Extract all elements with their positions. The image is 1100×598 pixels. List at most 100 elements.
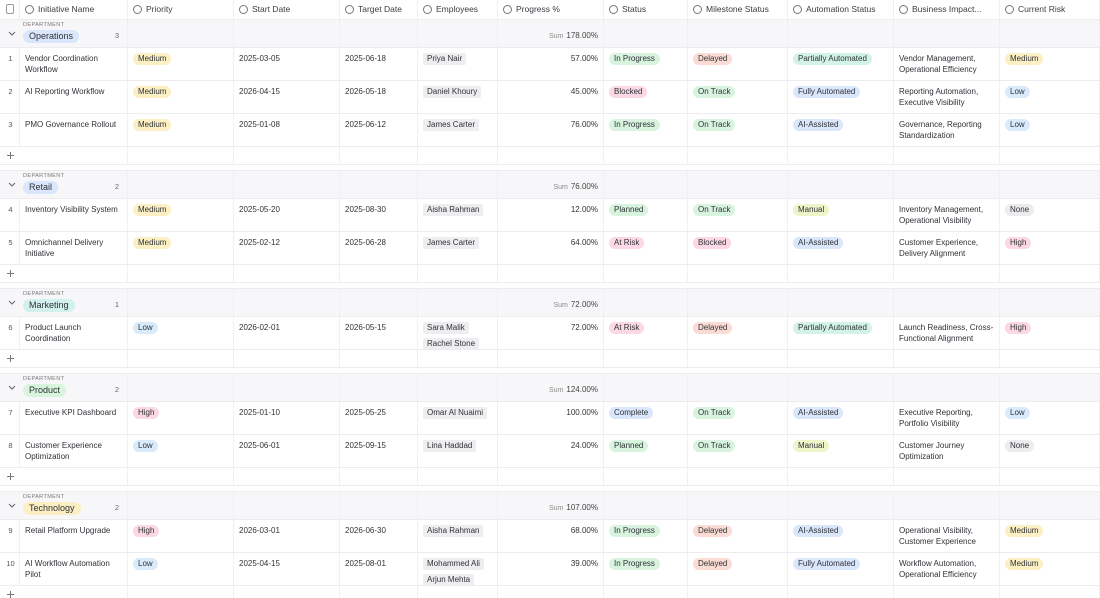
column-title[interactable]: Start Date — [252, 4, 291, 14]
plus-icon[interactable] — [6, 151, 15, 160]
field-cell: Blocked — [688, 232, 788, 264]
data-row: 1 Vendor Coordination Workflow Medium 2025-… — [0, 48, 1100, 81]
plus-icon[interactable] — [6, 472, 15, 481]
field-cell: Vendor Management, Operational Efficienc… — [894, 48, 1000, 80]
column-title[interactable]: Business Impact... — [912, 4, 982, 14]
empty-cell — [128, 147, 234, 164]
empty-cell — [128, 265, 234, 282]
add-row[interactable] — [0, 147, 1100, 165]
group-sum: Sum 76.00% — [498, 171, 604, 198]
column-title[interactable]: Current Risk — [1018, 4, 1066, 14]
status-tag: In Progress — [609, 525, 660, 537]
group-sum: Sum 124.00% — [498, 374, 604, 401]
column-icon — [239, 5, 248, 14]
field-cell: Priya Nair — [418, 48, 498, 80]
empty-cell — [234, 468, 340, 485]
status-tag: Delayed — [693, 53, 733, 65]
column-title[interactable]: Initiative Name — [38, 4, 95, 14]
status-tag: Fully Automated — [793, 86, 861, 98]
cell-text: 2026-05-15 — [345, 323, 386, 332]
data-row: 6 Product Launch Coordination Low 2026-02-0… — [0, 317, 1100, 350]
add-row[interactable] — [0, 350, 1100, 368]
group-cell — [234, 492, 340, 519]
add-row[interactable] — [0, 586, 1100, 598]
empty-cell — [234, 350, 340, 367]
status-tag: Complete — [609, 407, 654, 419]
data-row: 5 Omnichannel Delivery Initiative Medium 20… — [0, 232, 1100, 265]
group-gap — [0, 486, 1100, 492]
field-cell: Manual — [788, 199, 894, 231]
column-title[interactable]: Progress % — [516, 4, 560, 14]
column-header: Business Impact... — [894, 0, 1000, 19]
column-header: Initiative Name — [20, 0, 128, 19]
initiative-name: Inventory Visibility System — [25, 205, 118, 214]
column-header: Priority — [128, 0, 234, 19]
field-cell: Fully Automated — [788, 81, 894, 113]
empty-cell — [418, 586, 498, 598]
group-cell — [894, 20, 1000, 47]
plus-icon[interactable] — [6, 269, 15, 278]
cell-text: 2026-06-30 — [345, 526, 386, 535]
empty-cell — [498, 468, 604, 485]
field-cell: Executive KPI Dashboard — [20, 402, 128, 434]
group-cell — [894, 171, 1000, 198]
field-cell: Partially Automated — [788, 48, 894, 80]
field-cell: 68.00% — [498, 520, 604, 552]
status-tag: AI-Assisted — [793, 407, 844, 419]
field-cell: 2025-09-15 — [340, 435, 418, 467]
initiative-name: Omnichannel Delivery Initiative — [25, 238, 104, 258]
empty-cell — [688, 147, 788, 164]
add-row[interactable] — [0, 468, 1100, 486]
field-cell: Delayed — [688, 520, 788, 552]
add-row[interactable] — [0, 265, 1100, 283]
row-number: 5 — [0, 232, 20, 264]
sum-value: 107.00% — [566, 503, 598, 512]
field-cell: Sara Malik Rachel Stone — [418, 317, 498, 349]
add-button — [0, 265, 128, 282]
cell-text: 24.00% — [570, 441, 598, 450]
column-title[interactable]: Milestone Status — [706, 4, 769, 14]
cell-text: Inventory Management, Operational Visibi… — [899, 205, 984, 225]
cell-text: 2025-06-18 — [345, 54, 386, 63]
row-index: 7 — [8, 408, 13, 417]
field-cell: Launch Readiness, Cross-Functional Align… — [894, 317, 1000, 349]
empty-cell — [894, 586, 1000, 598]
plus-icon[interactable] — [6, 354, 15, 363]
status-tag: Low — [133, 322, 158, 334]
empty-cell — [1000, 147, 1100, 164]
initiative-name: Customer Experience Optimization — [25, 441, 102, 461]
group-cell — [788, 20, 894, 47]
data-row: 3 PMO Governance Rollout Medium 2025-01-08 2… — [0, 114, 1100, 147]
empty-cell — [604, 586, 688, 598]
field-cell: 2026-05-15 — [340, 317, 418, 349]
cell-text: 2025-01-08 — [239, 120, 280, 129]
group-gap — [0, 165, 1100, 171]
initiative-name: Executive KPI Dashboard — [25, 408, 117, 417]
group-cell — [418, 492, 498, 519]
field-cell: Partially Automated — [788, 317, 894, 349]
field-cell: 100.00% — [498, 402, 604, 434]
group-cell — [340, 20, 418, 47]
column-header: Milestone Status — [688, 0, 788, 19]
field-cell: 2025-06-28 — [340, 232, 418, 264]
column-title[interactable]: Employees — [436, 4, 479, 14]
cell-text: Vendor Management, Operational Efficienc… — [899, 54, 977, 74]
sum-label: Sum — [553, 184, 568, 191]
empty-cell — [418, 468, 498, 485]
field-cell: Delayed — [688, 48, 788, 80]
column-title[interactable]: Automation Status — [806, 4, 876, 14]
empty-cell — [498, 350, 604, 367]
field-cell: James Carter — [418, 232, 498, 264]
plus-icon[interactable] — [6, 590, 15, 598]
data-row: 4 Inventory Visibility System Medium 2025-0… — [0, 199, 1100, 232]
group-cell — [1000, 171, 1100, 198]
column-title[interactable]: Status — [622, 4, 647, 14]
cell-text: 2026-02-01 — [239, 323, 280, 332]
cell-text: Workflow Automation, Operational Efficie… — [899, 559, 977, 579]
field-cell: High — [1000, 317, 1100, 349]
checkbox[interactable] — [6, 4, 14, 14]
row-number: 1 — [0, 48, 20, 80]
field-cell: Vendor Coordination Workflow — [20, 48, 128, 80]
column-title[interactable]: Priority — [146, 4, 173, 14]
column-title[interactable]: Target Date — [358, 4, 402, 14]
